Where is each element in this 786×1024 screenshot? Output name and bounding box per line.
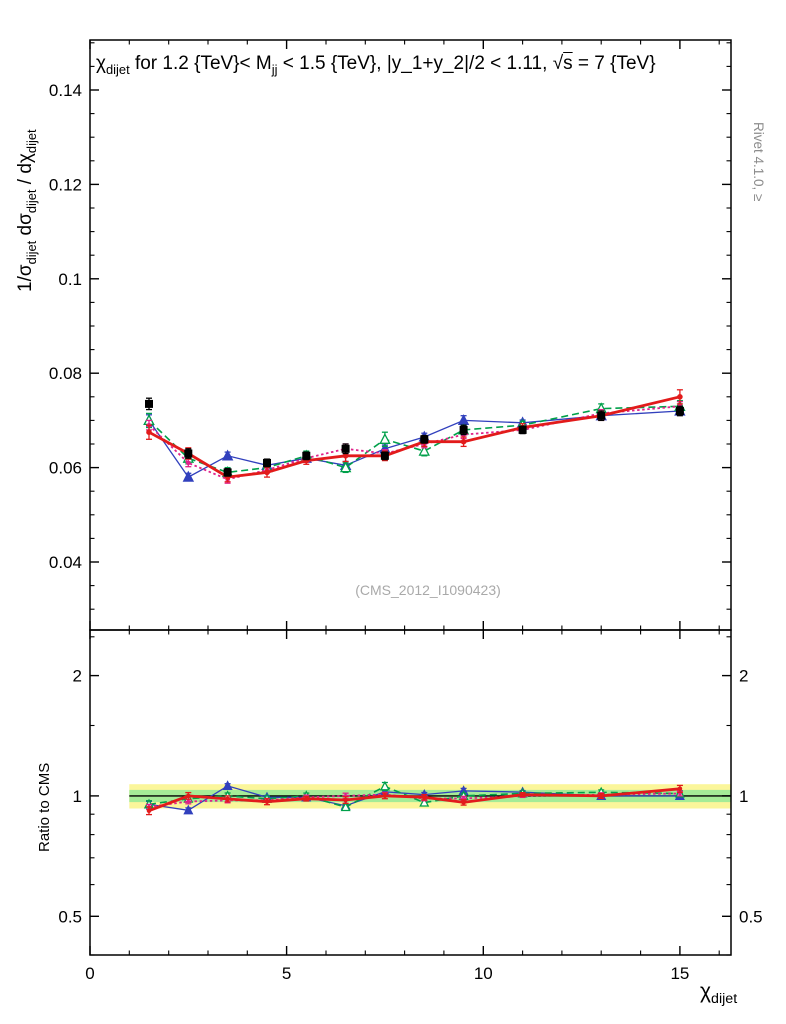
svg-text:1: 1 (73, 787, 82, 806)
svg-text:0: 0 (85, 964, 94, 983)
svg-text:0.12: 0.12 (49, 175, 82, 194)
svg-text:2: 2 (739, 667, 748, 686)
x-axis-label: χdijet (700, 980, 738, 1008)
y-axis-label-ratio: Ratio to CMS (36, 762, 53, 852)
svg-text:2: 2 (73, 667, 82, 686)
svg-text:0.5: 0.5 (739, 907, 763, 926)
svg-text:15: 15 (670, 964, 689, 983)
analysis-id-watermark: (CMS_2012_I1090423) (355, 582, 501, 598)
svg-text:0.04: 0.04 (49, 553, 82, 572)
plot-title: χdijet for 1.2 {TeV}< Mjj < 1.5 {TeV}, |… (96, 53, 656, 77)
svg-text:0.08: 0.08 (49, 364, 82, 383)
svg-text:0.1: 0.1 (58, 270, 82, 289)
svg-text:0.14: 0.14 (49, 81, 82, 100)
svg-text:0.5: 0.5 (58, 907, 82, 926)
svg-text:10: 10 (474, 964, 493, 983)
svg-text:5: 5 (282, 964, 291, 983)
svg-text:1: 1 (739, 787, 748, 806)
rivet-version-label: Rivet 4.1.0, ≥ (751, 122, 766, 202)
y-axis-label-main: 1/σdijet dσdijet / dχdijet (15, 129, 39, 292)
svg-text:0.06: 0.06 (49, 459, 82, 478)
